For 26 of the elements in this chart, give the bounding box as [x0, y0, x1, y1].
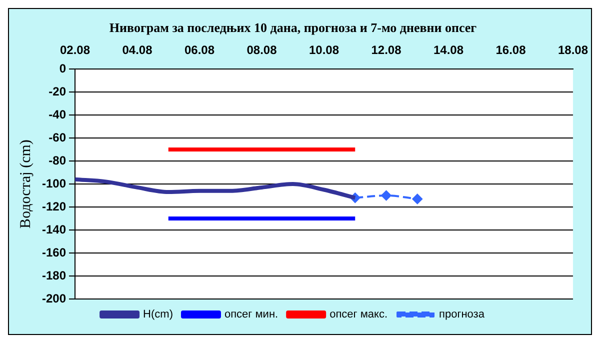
y-tick-label: 0: [59, 61, 66, 76]
x-tick-label: 16.08: [496, 43, 526, 58]
y-tick-label: -200: [42, 291, 66, 306]
y-tick-label: -180: [42, 268, 66, 282]
y-tick-label: -160: [42, 245, 66, 260]
x-tick-label: 06.08: [184, 43, 215, 58]
legend-label: H(cm): [143, 308, 173, 321]
x-tick-label: 12.08: [371, 43, 402, 58]
y-tick-label: -20: [48, 84, 66, 98]
x-tick-label: 10.08: [308, 43, 340, 58]
legend-label: опсег мин.: [224, 308, 278, 321]
y-tick-label: -60: [48, 130, 66, 144]
x-tick-label: 02.08: [60, 43, 90, 58]
x-tick-label: 18.08: [558, 43, 588, 58]
y-tick-label: -40: [48, 107, 66, 122]
x-tick-label: 14.08: [433, 43, 464, 58]
y-tick-label: -140: [42, 222, 66, 236]
y-axis-title: Водостај (cm): [18, 140, 34, 228]
y-tick-label: -80: [48, 153, 66, 168]
legend-label: опсег макс.: [330, 308, 388, 321]
x-tick-label: 08.08: [246, 43, 278, 58]
chart-title: Нивограм за последњих 10 дана, прогноза и 7-мо дневни опсег: [109, 20, 477, 36]
y-tick-label: -120: [42, 199, 66, 214]
y-tick-label: -100: [42, 176, 66, 190]
legend-label: прогноза: [439, 308, 486, 321]
x-tick-label: 04.08: [122, 43, 153, 58]
